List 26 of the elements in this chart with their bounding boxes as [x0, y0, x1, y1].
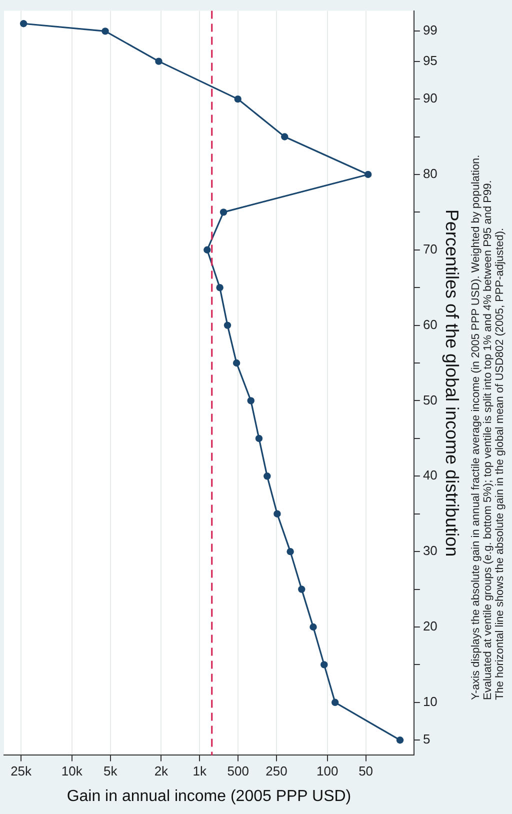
y-tick-label: 60 — [422, 316, 438, 332]
x-tick-label: 1k — [192, 764, 207, 779]
y-tick-label: 80 — [422, 166, 438, 182]
y-axis-title: Percentiles of the global income distribution — [442, 209, 462, 557]
y-tick-label: 20 — [422, 618, 438, 634]
y-tick-label: 90 — [422, 90, 438, 106]
x-axis-title: Gain in annual income (2005 PPP USD) — [66, 788, 352, 805]
text: The horizontal line shows the absolute gain in the global mean of USD802 (2005, PPP-adjusted). — [494, 226, 506, 700]
y-tick-label: 50 — [422, 392, 438, 408]
text: Evaluated at ventile groups (e.g. bottom 5%); top ventile is split into top 1% and 4% between P95 and P99. — [482, 179, 494, 700]
y-tick-label: 30 — [422, 543, 438, 558]
y-tick-label: 10 — [422, 694, 438, 709]
text: Y-axis displays the absolute gain in annual fractile average income (in 2005 PPP USD). Weighted by population. — [470, 154, 482, 700]
y-tick-label: 5 — [422, 732, 430, 747]
x-tick-label: 10k — [61, 764, 83, 779]
y-tick-label: 99 — [422, 22, 438, 38]
x-tick-label: 5k — [103, 764, 118, 779]
y-tick-label: 95 — [422, 52, 438, 68]
x-tick-label: 500 — [227, 764, 249, 779]
x-tick-label: 25k — [10, 764, 32, 779]
x-tick-label: 50 — [358, 764, 374, 779]
y-tick-label: 70 — [422, 241, 438, 256]
x-tick-label: 100 — [316, 764, 338, 779]
x-tick-label: 2k — [154, 764, 169, 779]
x-tick-label: 250 — [266, 764, 288, 779]
y-tick-label: 40 — [422, 468, 438, 483]
